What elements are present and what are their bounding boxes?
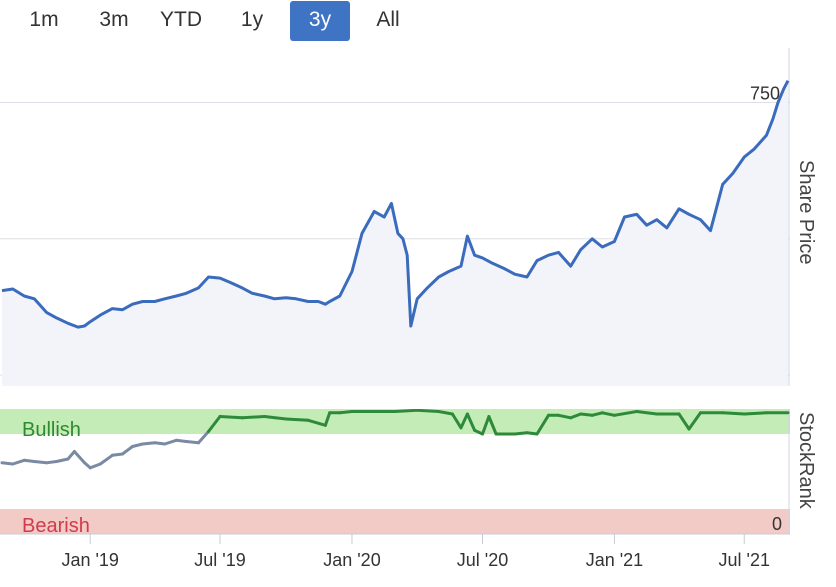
- stockrank-line-segment: [66, 450, 76, 461]
- stockrank-line-segment: [32, 460, 48, 465]
- stockrank-line-segment: [323, 411, 332, 427]
- stockrank-line-segment: [535, 413, 550, 436]
- stockrank-line-segment: [153, 441, 167, 446]
- price-axis-title: Share Price: [795, 160, 817, 265]
- stockrank-line-segment: [22, 458, 36, 463]
- x-axis: Jan '19 Jul '19 Jan '20 Jul '20 Jan '21 Jul '…: [0, 533, 790, 570]
- stockrank-line-segment: [306, 418, 327, 427]
- x-tick-label: Jan '21: [586, 550, 643, 570]
- price-panel: 250500750: [0, 48, 790, 386]
- range-button-3m[interactable]: 3m: [99, 8, 129, 31]
- stockrank-line-segment: [677, 412, 691, 431]
- stockrank-line-segment: [141, 441, 157, 446]
- stockrank-line-segment: [110, 452, 124, 457]
- stockrank-line-segment: [263, 415, 288, 421]
- stockrank-line-segment: [284, 417, 310, 422]
- stockrank-line-segment: [11, 458, 26, 466]
- stockrank-line-segment: [465, 412, 477, 432]
- stockrank-line-segment: [450, 412, 463, 430]
- stockrank-line-segment: [459, 412, 469, 430]
- stockrank-line-segment: [240, 415, 266, 420]
- stockrank-line-segment: [557, 413, 573, 420]
- stockrank-line-segment: [55, 457, 70, 463]
- stockrank-line-segment: [687, 411, 702, 431]
- range-button-ytd[interactable]: YTD: [160, 8, 202, 31]
- price-area: [2, 80, 788, 386]
- x-tick-label: Jul '19: [194, 550, 245, 570]
- band-bearish: [0, 509, 790, 534]
- stockrank-line-segment: [590, 411, 604, 417]
- stockrank-line-segment: [184, 440, 200, 445]
- stockrank-line-segment: [45, 460, 58, 465]
- stockrank-line-segment: [437, 410, 454, 416]
- stockrank-line-segment: [174, 438, 188, 443]
- stockrank-line-segment: [98, 453, 114, 466]
- range-button-1y[interactable]: 1y: [240, 8, 264, 31]
- stockrank-line-segment: [569, 412, 583, 420]
- stockrank-line-segment: [513, 431, 529, 436]
- stockrank-line-segment: [742, 411, 768, 416]
- x-tick-label: Jan '20: [323, 550, 380, 570]
- price-line: [1, 80, 790, 329]
- stockrank-line-segment: [218, 415, 244, 420]
- stockrank-line-segment: [393, 409, 419, 413]
- range-button-3y[interactable]: 3y: [290, 1, 350, 41]
- stockrank-line-segment: [579, 412, 594, 417]
- stockrank-line-segment: [163, 438, 178, 446]
- range-button-all[interactable]: All: [376, 8, 400, 31]
- stockrank-panel: Bullish Bearish 0: [0, 409, 790, 537]
- stockrank-line-segment: [121, 445, 134, 456]
- stockrank-line-segment: [88, 462, 102, 470]
- price-tick-label: 750: [750, 84, 780, 104]
- stockrank-line-segment: [481, 415, 491, 436]
- x-tick-label: Jul '21: [719, 550, 770, 570]
- stockrank-line-segment: [612, 410, 639, 417]
- stockrank-line-segment: [197, 430, 210, 445]
- stockrank-line-segment: [338, 410, 354, 415]
- band-label-bearish: Bearish: [22, 515, 90, 537]
- stockrank-axis-title: StockRank: [795, 412, 817, 510]
- stockrank-line-segment: [72, 450, 86, 465]
- range-button-1m[interactable]: 1m: [29, 8, 59, 31]
- stockrank-line-segment: [207, 415, 222, 433]
- stockrank-line-segment: [131, 442, 145, 448]
- x-tick-label: Jan '19: [61, 550, 118, 570]
- stockrank-tick-label: 0: [772, 514, 782, 534]
- stockrank-line-segment: [635, 410, 659, 416]
- stockrank-line-segment: [0, 461, 15, 466]
- stockrank-line-segment: [487, 415, 498, 436]
- stockrank-line-segment: [415, 409, 441, 413]
- stockrank-line-segment: [525, 431, 539, 436]
- band-label-bullish: Bullish: [22, 419, 81, 441]
- range-selector: 1m 3m YTD 1y 3y All: [0, 0, 836, 42]
- stockrank-line-segment: [721, 411, 746, 416]
- x-tick-label: Jul '20: [457, 550, 508, 570]
- stockrank-line-segment: [600, 411, 616, 417]
